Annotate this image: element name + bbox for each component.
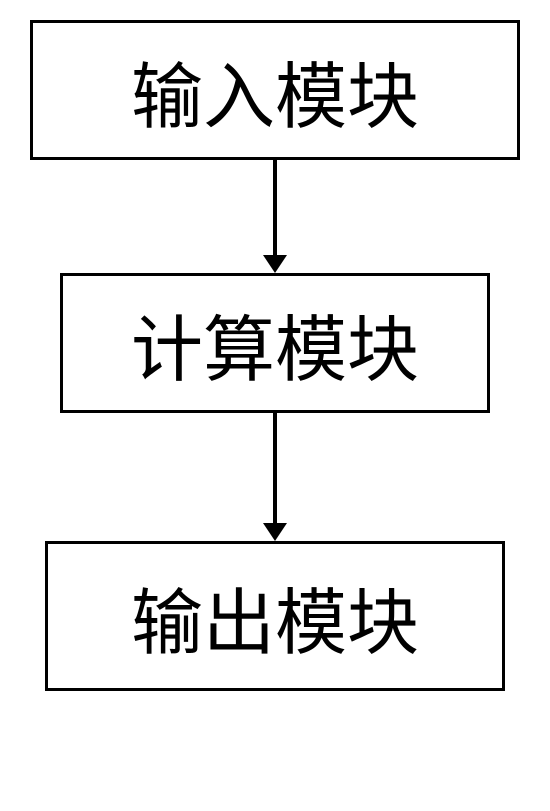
flowchart-node-input: 输入模块 (30, 20, 520, 160)
flowchart-arrow-1 (263, 160, 287, 273)
arrow-line (273, 160, 277, 255)
flowchart-arrow-2 (263, 413, 287, 541)
flowchart-node-output: 输出模块 (45, 541, 505, 691)
node-label: 输出模块 (131, 564, 419, 669)
arrow-head-icon (263, 255, 287, 273)
arrow-head-icon (263, 523, 287, 541)
node-label: 计算模块 (131, 291, 419, 396)
flowchart-node-compute: 计算模块 (60, 273, 490, 413)
node-label: 输入模块 (131, 38, 419, 143)
arrow-line (273, 413, 277, 523)
